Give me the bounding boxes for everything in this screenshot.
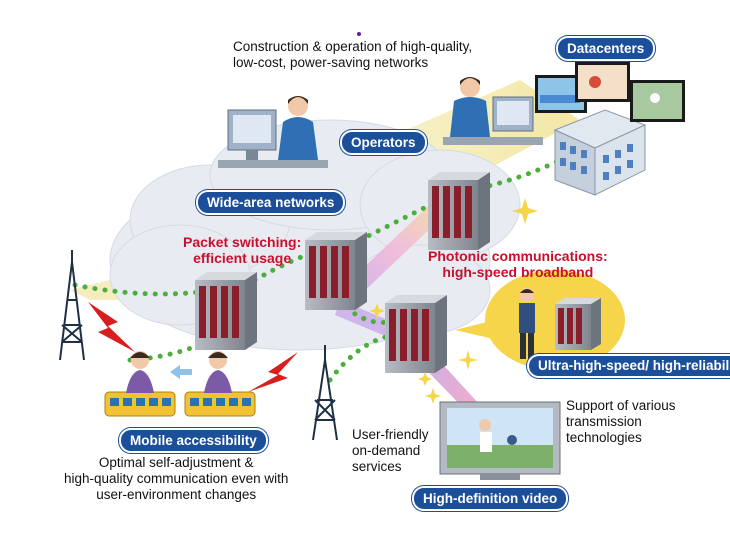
server-rack-icon — [555, 298, 601, 350]
packet-switching-caption: Packet switching: efficient usage — [183, 234, 302, 266]
construction-caption: Construction & operation of high-quality… — [233, 39, 473, 70]
datacenters-label: Datacenters — [556, 36, 656, 61]
wide-area-networks-label: Wide-area networks — [196, 190, 346, 215]
server-rack-icon — [428, 172, 490, 250]
photonic-caption: Photonic communications: high-speed broa… — [428, 248, 608, 280]
train-icon — [104, 391, 256, 417]
operator-person-icon — [443, 77, 543, 145]
transmission-caption: Support of various transmission technolo… — [566, 398, 676, 445]
radio-tower-icon — [312, 345, 338, 441]
operator-person-icon — [218, 96, 328, 168]
tv-monitor-icon — [439, 401, 561, 480]
server-rack-icon — [195, 272, 257, 350]
datacenter-building-icon — [553, 109, 647, 196]
photonic-beam-1 — [340, 195, 455, 300]
lightning-icon — [88, 302, 135, 352]
mobile-accessibility-label: Mobile accessibility — [119, 428, 268, 453]
mobile-user-icon — [126, 351, 232, 393]
on-demand-caption: User-friendly on-demand services — [352, 427, 429, 474]
sparkle-icon — [369, 198, 538, 404]
operators-label: Operators — [340, 130, 427, 155]
optimal-caption: Optimal self-adjustment & high-quality c… — [64, 455, 289, 502]
dot-marker — [357, 32, 361, 36]
engineer-person-icon — [519, 288, 535, 359]
hd-video-label: High-definition video — [412, 486, 569, 511]
nodes-label: Ultra-high-speed/ high-reliability nodes — [527, 354, 730, 378]
radio-tower-icon — [59, 250, 85, 361]
video-screens — [535, 62, 685, 122]
server-rack-icon — [385, 295, 447, 373]
lightning-icon — [248, 352, 298, 392]
server-rack-icon — [305, 232, 367, 310]
